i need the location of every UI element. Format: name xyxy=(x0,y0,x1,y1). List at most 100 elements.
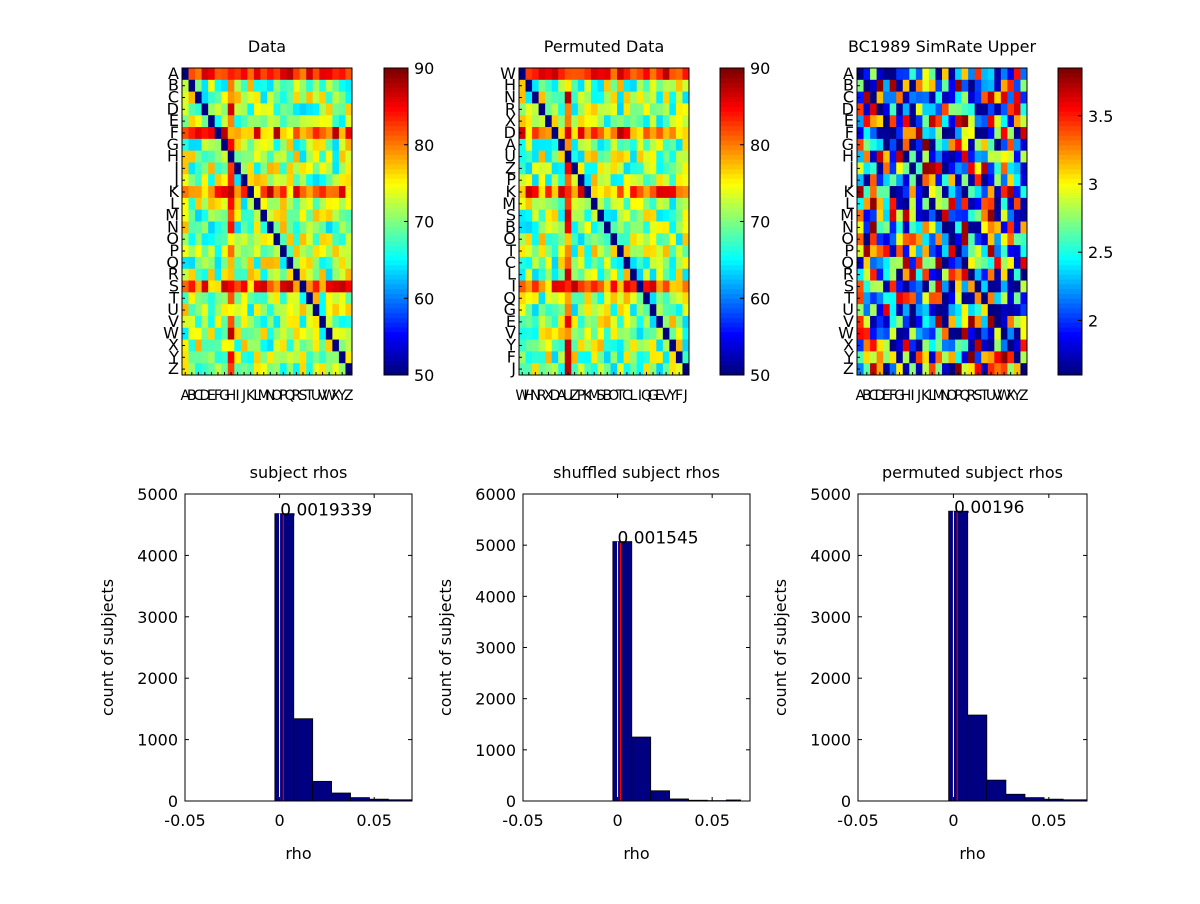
heatmap-cell xyxy=(890,269,897,281)
heatmap-cell xyxy=(870,92,877,104)
heatmap-cell xyxy=(300,222,307,234)
heatmap-cell xyxy=(922,269,929,281)
heatmap-cell xyxy=(215,210,222,222)
heatmap-cell xyxy=(630,328,637,340)
heatmap-cell xyxy=(676,257,683,269)
heatmap-cell xyxy=(955,186,962,198)
heatmap-cell xyxy=(267,127,274,139)
heatmap-cell xyxy=(545,233,552,245)
heatmap-cell xyxy=(650,162,657,174)
heatmap-cell xyxy=(630,233,637,245)
heatmap-cell xyxy=(877,174,884,186)
heatmap-cell xyxy=(935,162,942,174)
heatmap-cell xyxy=(663,316,670,328)
heatmap-cell xyxy=(637,68,644,80)
colorbar-segment xyxy=(1058,178,1082,183)
heatmap-cell xyxy=(682,92,689,104)
heatmap-cell xyxy=(870,269,877,281)
heatmap-cell xyxy=(571,328,578,340)
heatmap-cell xyxy=(896,139,903,151)
heatmap-cell xyxy=(994,351,1001,363)
heatmap-cell xyxy=(208,222,215,234)
colorbar-segment xyxy=(1058,231,1082,236)
heatmap-cell xyxy=(326,351,333,363)
heatmap-cell xyxy=(617,245,624,257)
heatmap-cell xyxy=(228,257,235,269)
heatmap-cell xyxy=(669,115,676,127)
heatmap-cell xyxy=(663,257,670,269)
heatmap-cell xyxy=(526,222,533,234)
heatmap-cell xyxy=(955,92,962,104)
heatmap-cell xyxy=(313,292,320,304)
heatmap-cell xyxy=(558,92,565,104)
heatmap-cell xyxy=(1014,316,1021,328)
heatmap-cell xyxy=(916,162,923,174)
heatmap-cell xyxy=(293,68,300,80)
heatmap-cell xyxy=(962,103,969,115)
heatmap-cell xyxy=(955,80,962,92)
heatmap-cell xyxy=(877,269,884,281)
heatmap-cell xyxy=(1020,328,1027,340)
colorbar-segment xyxy=(384,322,408,327)
colorbar-segment xyxy=(720,260,744,265)
colorbar-segment xyxy=(1058,193,1082,198)
heatmap-cell xyxy=(300,328,307,340)
colorbar-segment xyxy=(1058,255,1082,260)
heatmap-cell xyxy=(994,328,1001,340)
heatmap-cell xyxy=(630,139,637,151)
heatmap-cell xyxy=(241,328,248,340)
heatmap-cell xyxy=(890,162,897,174)
heatmap-cell xyxy=(935,103,942,115)
heatmap-cell xyxy=(306,340,313,352)
heatmap-cell xyxy=(234,222,241,234)
heatmap-cell xyxy=(345,80,352,92)
colorbar-segment xyxy=(1058,82,1082,87)
heatmap-cell xyxy=(195,127,202,139)
heatmap-cell xyxy=(676,139,683,151)
heatmap-cell xyxy=(604,245,611,257)
heatmap-cell xyxy=(306,304,313,316)
colorbar-segment xyxy=(720,97,744,102)
heatmap-cell xyxy=(883,162,890,174)
colorbar-segment xyxy=(720,154,744,159)
heatmap-cell xyxy=(942,115,949,127)
heatmap-cell xyxy=(1014,162,1021,174)
heatmap-cell xyxy=(202,162,209,174)
heatmap-cell xyxy=(637,222,644,234)
colorbar-segment xyxy=(384,365,408,370)
heatmap-cell xyxy=(345,316,352,328)
heatmap-cell xyxy=(630,127,637,139)
heatmap-cell xyxy=(221,92,228,104)
heatmap-cell xyxy=(896,127,903,139)
colorbar-segment xyxy=(720,92,744,97)
heatmap-cell xyxy=(571,174,578,186)
heatmap-cell xyxy=(883,340,890,352)
heatmap-cell xyxy=(293,269,300,281)
heatmap-cell xyxy=(339,198,346,210)
heatmap-cell xyxy=(994,115,1001,127)
heatmap-cell xyxy=(1007,151,1014,163)
colorbar-segment xyxy=(384,260,408,265)
heatmap-cell xyxy=(267,210,274,222)
heatmap-cell xyxy=(682,269,689,281)
colorbar-segment xyxy=(384,126,408,131)
heatmap-cell xyxy=(234,92,241,104)
heatmap-cell xyxy=(903,68,910,80)
heatmap-cell xyxy=(611,103,618,115)
heatmap-cell xyxy=(234,292,241,304)
heatmap-cell xyxy=(637,304,644,316)
heatmap-cell xyxy=(650,115,657,127)
heatmap-cell xyxy=(234,151,241,163)
colorbar-tick-label: 3 xyxy=(1088,175,1098,194)
heatmap-cell xyxy=(604,257,611,269)
heatmap-cell xyxy=(280,316,287,328)
heatmap-cell xyxy=(942,80,949,92)
heatmap-cell xyxy=(890,328,897,340)
heatmap-cell xyxy=(916,257,923,269)
heatmap-cell xyxy=(254,162,261,174)
heatmap-cell xyxy=(903,198,910,210)
heatmap-cell xyxy=(975,174,982,186)
heatmap-cell xyxy=(955,162,962,174)
colorbar-segment xyxy=(720,164,744,169)
